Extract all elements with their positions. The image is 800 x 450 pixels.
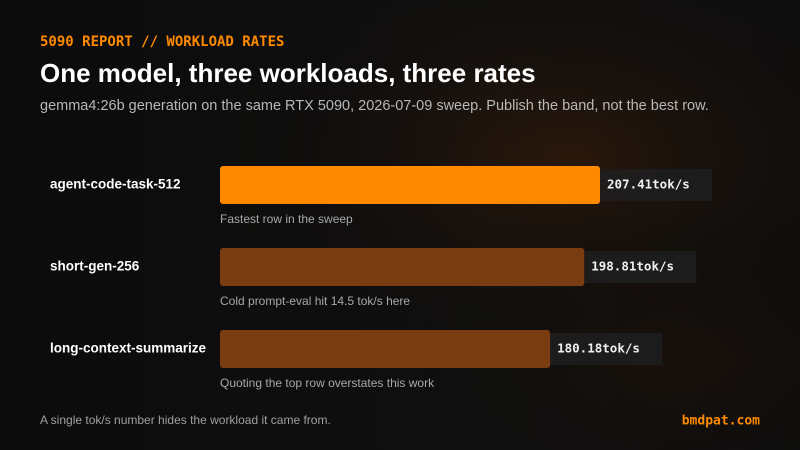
kicker: 5090 REPORT // WORKLOAD RATES: [40, 34, 284, 50]
bar: [220, 330, 551, 368]
bar-annotation: Quoting the top row overstates this work: [220, 376, 435, 390]
category-label: agent-code-task-512: [50, 177, 181, 192]
category-label: long-context-summarize: [50, 341, 207, 356]
brand: bmdpat.com: [682, 414, 760, 429]
bar-annotation: Fastest row in the sweep: [220, 212, 353, 226]
value-label-bg: [600, 169, 712, 201]
bar: [220, 166, 600, 204]
value-label-bg: [584, 251, 697, 283]
bar: [220, 248, 585, 286]
footer-note: A single tok/s number hides the workload…: [40, 413, 331, 427]
value-label: 180.18tok/s: [557, 341, 640, 356]
chart-subtitle: gemma4:26b generation on the same RTX 50…: [40, 98, 709, 114]
category-label: short-gen-256: [50, 259, 140, 274]
chart-title: One model, three workloads, three rates: [40, 58, 536, 88]
value-label: 207.41tok/s: [607, 177, 690, 192]
value-label-bg: [550, 333, 663, 365]
value-label: 198.81tok/s: [591, 259, 674, 274]
bar-annotation: Cold prompt-eval hit 14.5 tok/s here: [220, 294, 410, 308]
